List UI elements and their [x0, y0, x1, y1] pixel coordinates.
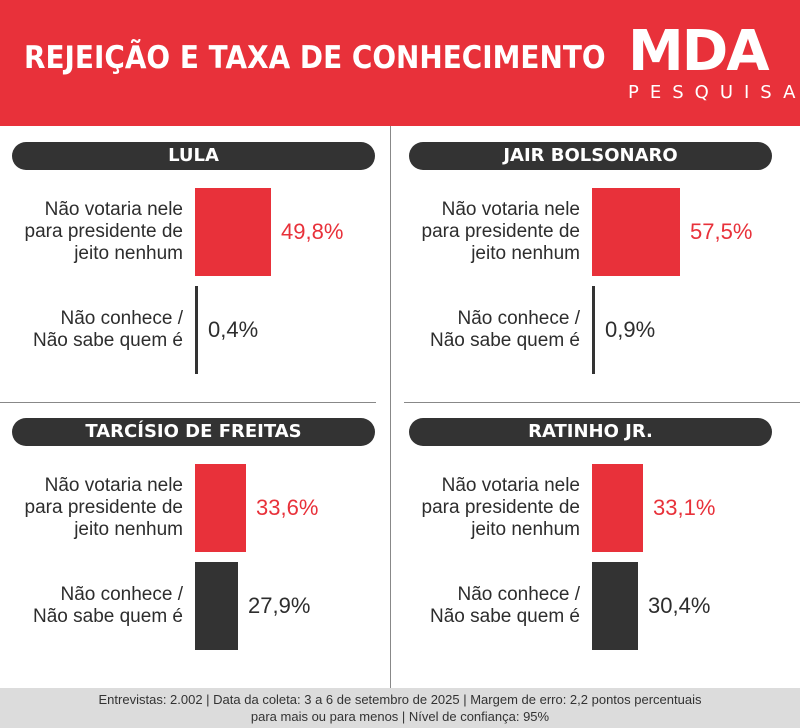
page-title: REJEIÇÃO E TAXA DE CONHECIMENTO [24, 40, 606, 76]
rejection-value: 57,5% [690, 219, 753, 244]
rejection-bar [195, 188, 271, 276]
panel-divider-horizontal-right [404, 402, 800, 403]
rejection-value: 33,1% [653, 495, 716, 520]
candidate-name: RATINHO JR. [409, 418, 772, 446]
rejection-value: 49,8% [281, 219, 344, 244]
rejection-bar [592, 188, 680, 276]
panel-divider-horizontal-left [0, 402, 376, 403]
rejection-label: Não votaria nele para presidente de jeit… [421, 199, 580, 264]
unknown-value: 0,4% [208, 317, 259, 342]
panel-divider-vertical [390, 126, 391, 688]
unknown-value: 27,9% [248, 593, 311, 618]
unknown-bar [592, 286, 595, 374]
footer-methodology-line-2: para mais ou para menos | Nível de confi… [250, 709, 550, 724]
candidate-name: JAIR BOLSONARO [409, 142, 772, 170]
unknown-label: Não conhece / Não sabe quem é [430, 308, 580, 351]
rejection-bar [195, 464, 246, 552]
unknown-bar [195, 562, 238, 650]
unknown-label: Não conhece / Não sabe quem é [430, 584, 580, 627]
footer-notes: Entrevistas: 2.002 | Data da coleta: 3 a… [0, 688, 800, 728]
panel-ratinho-jr: RATINHO JR. Não votaria nele para preside… [397, 402, 787, 678]
header-banner: REJEIÇÃO E TAXA DE CONHECIMENTO MDA PESQ… [0, 0, 800, 126]
panel-tarc-sio-de-freitas: TARCÍSIO DE FREITAS Não votaria nele para… [0, 402, 390, 678]
rejection-bar [592, 464, 643, 552]
rejection-label: Não votaria nele para presidente de jeit… [24, 199, 183, 264]
rejection-label: Não votaria nele para presidente de jeit… [24, 475, 183, 540]
candidate-name: TARCÍSIO DE FREITAS [12, 418, 375, 446]
mda-logo-subtitle: PESQUISA [628, 82, 800, 103]
unknown-bar [195, 286, 198, 374]
unknown-bar [592, 562, 638, 650]
panel-lula: LULA Não votaria nele para presidente de … [0, 126, 390, 402]
rejection-value: 33,6% [256, 495, 319, 520]
mda-logo: MDA [628, 19, 770, 84]
unknown-label: Não conhece / Não sabe quem é [33, 584, 183, 627]
unknown-label: Não conhece / Não sabe quem é [33, 308, 183, 351]
unknown-value: 0,9% [605, 317, 656, 342]
unknown-value: 30,4% [648, 593, 711, 618]
rejection-label: Não votaria nele para presidente de jeit… [421, 475, 580, 540]
footer-methodology-line-1: Entrevistas: 2.002 | Data da coleta: 3 a… [98, 692, 702, 707]
candidate-name: LULA [12, 142, 375, 170]
panel-jair-bolsonaro: JAIR BOLSONARO Não votaria nele para pres… [397, 126, 787, 402]
